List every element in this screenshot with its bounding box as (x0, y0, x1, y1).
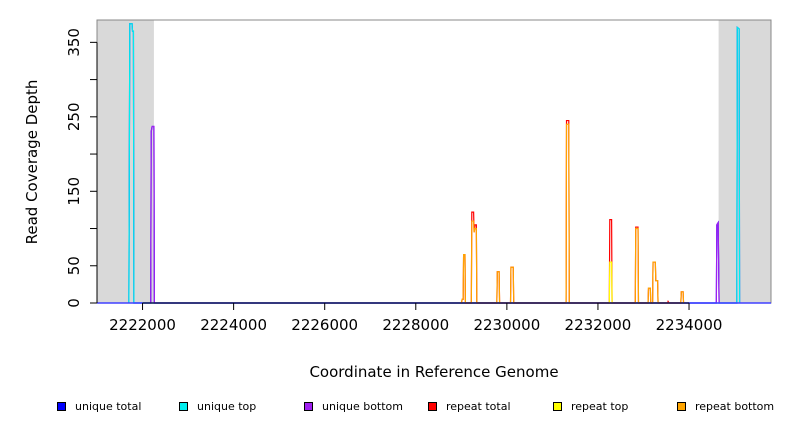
legend-item-unique-bottom: unique bottom (304, 400, 403, 413)
x-tick-label: 2228000 (382, 316, 449, 334)
x-axis: 2222000 2224000 2226000 2228000 2230000 22320… (109, 302, 723, 334)
coverage-chart: 2222000 2224000 2226000 2228000 2230000 22320… (23, 19, 772, 381)
legend-label: repeat total (446, 400, 511, 413)
series-repeat-top (608, 261, 613, 304)
series-repeat-total (460, 119, 685, 304)
series-lines (128, 23, 741, 304)
legend-swatch (428, 402, 437, 411)
y-tick-label: 250 (65, 102, 83, 131)
shaded-regions (97, 20, 771, 303)
x-tick-label: 2234000 (656, 316, 723, 334)
legend-swatch (677, 402, 686, 411)
legend-label: repeat top (571, 400, 629, 413)
x-tick-label: 2232000 (565, 316, 632, 334)
legend-swatch (179, 402, 188, 411)
legend-item-unique-total: unique total (57, 400, 141, 413)
legend-swatch (553, 402, 562, 411)
x-tick-label: 2222000 (109, 316, 176, 334)
series-unique-top (128, 23, 741, 304)
legend-swatch (57, 402, 66, 411)
plot-frame (96, 19, 772, 304)
y-tick-label: 350 (65, 28, 83, 57)
y-axis: 0 50 150 250 350 (65, 28, 98, 308)
legend: unique total unique top unique bottom repea… (0, 400, 792, 418)
series-repeat-bottom (460, 123, 685, 304)
legend-label: repeat bottom (695, 400, 775, 413)
legend-label: unique top (197, 400, 257, 413)
y-axis-title: Read Coverage Depth (23, 80, 41, 245)
legend-item-unique-top: unique top (179, 400, 256, 413)
legend-item-repeat-bottom: repeat bottom (677, 400, 774, 413)
legend-item-repeat-total: repeat total (428, 400, 511, 413)
x-axis-title: Coordinate in Reference Genome (309, 363, 558, 381)
x-tick-label: 2230000 (473, 316, 540, 334)
legend-label: unique total (75, 400, 142, 413)
series-unique-bottom (150, 125, 720, 304)
x-tick-label: 2224000 (200, 316, 267, 334)
y-tick-label: 0 (65, 298, 83, 308)
series-unique-total (128, 23, 741, 304)
x-tick-label: 2226000 (291, 316, 358, 334)
legend-item-repeat-top: repeat top (553, 400, 628, 413)
y-tick-label: 150 (65, 177, 83, 206)
legend-label: unique bottom (322, 400, 404, 413)
shaded-region-1 (97, 20, 154, 303)
legend-swatch (304, 402, 313, 411)
shaded-region-2 (718, 20, 771, 303)
y-tick-label: 50 (65, 256, 83, 275)
